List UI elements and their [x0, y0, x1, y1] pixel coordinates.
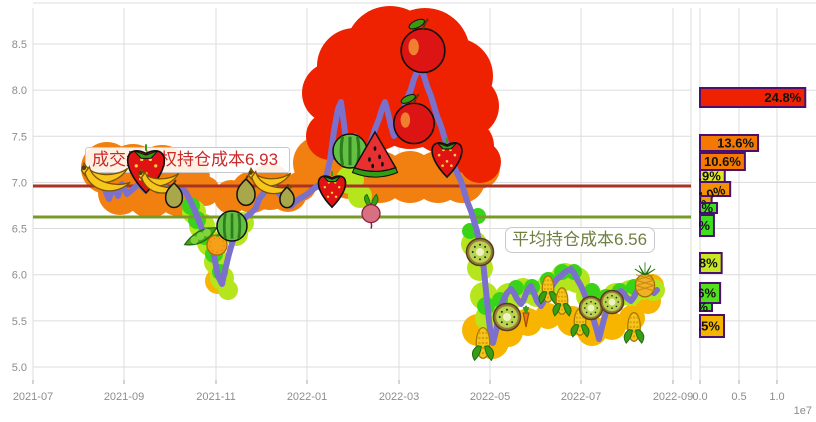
- x-axis-tick-label: 2021-11: [196, 391, 236, 403]
- volume-bar-label: 24.8%: [764, 90, 801, 105]
- volume-bar-label: 4.6%: [686, 286, 716, 301]
- y-axis-tick-label: 8.5: [12, 39, 27, 51]
- volume-blob: [584, 283, 600, 299]
- volume-blob: [348, 184, 372, 208]
- volume-bar-label: 4.1%: [683, 201, 713, 216]
- y-axis-tick-label: 6.5: [12, 224, 27, 236]
- volume-blob: [190, 176, 220, 206]
- x-axis-tick-label: 2022-07: [561, 391, 601, 403]
- volume-bar-label: 10.6%: [704, 154, 741, 169]
- volume-blob: [459, 141, 501, 183]
- volume-bar: [699, 302, 713, 312]
- x-axis-tick-label: 0.5: [731, 391, 746, 403]
- volume-bar-label: 4.8%: [688, 256, 718, 271]
- x-axis-tick-label: 0.0: [692, 391, 707, 403]
- volume-bar-label: 1.5%: [678, 300, 708, 315]
- axis-offset-label: 1e7: [794, 405, 812, 417]
- y-axis-tick-label: 5.5: [12, 316, 27, 328]
- volume-bar-label: 13.6%: [717, 136, 754, 151]
- volume-bar: [699, 87, 807, 108]
- volume-bar: [699, 214, 715, 237]
- y-axis-tick-label: 8.0: [12, 85, 27, 97]
- avg-cost-label: 平均持仓成本6.56: [505, 227, 655, 253]
- x-axis-tick-label: 2022-01: [287, 391, 327, 403]
- vwap-cost-label: 成交量加权持仓成本6.93: [85, 147, 290, 173]
- x-axis-tick-label: 2021-09: [104, 391, 144, 403]
- volume-bar: [699, 202, 719, 214]
- x-axis-tick-label: 2022-05: [470, 391, 510, 403]
- volume-bars: 24.8%13.6%10.6%5.9%7.0%2.4%4.1%3.1%4.8%4…: [678, 87, 807, 338]
- volume-bar-label: 5.9%: [691, 169, 721, 184]
- volume-bar-label: 5.5%: [690, 319, 720, 334]
- volume-bar-label: 3.1%: [680, 218, 710, 233]
- x-axis-tick-label: 2022-03: [379, 391, 419, 403]
- x-axis-tick-label: 2022-09: [653, 391, 693, 403]
- x-axis-tick-label: 2021-07: [13, 391, 53, 403]
- volume-bar: [699, 314, 725, 338]
- y-axis-tick-label: 6.0: [12, 270, 27, 282]
- volume-bar: [699, 181, 732, 197]
- y-axis-tick-label: 7.5: [12, 131, 27, 143]
- y-axis-tick-label: 7.0: [12, 177, 27, 189]
- x-axis-tick-label: 1.0: [769, 391, 784, 403]
- volume-bar: [699, 134, 760, 152]
- volume-bar: [699, 252, 723, 274]
- y-axis-tick-label: 5.0: [12, 362, 27, 374]
